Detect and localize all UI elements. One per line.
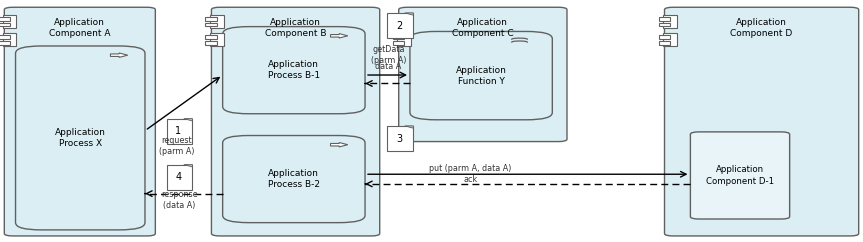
FancyBboxPatch shape — [399, 7, 567, 142]
Bar — [658, 17, 671, 21]
Text: response
(data A): response (data A) — [161, 190, 198, 210]
Text: Application
Component B: Application Component B — [265, 18, 326, 38]
Bar — [0, 23, 10, 26]
Text: ack: ack — [463, 175, 477, 184]
Bar — [0, 17, 10, 21]
Text: put (parm A, data A): put (parm A, data A) — [429, 164, 512, 173]
FancyBboxPatch shape — [665, 7, 859, 236]
Polygon shape — [405, 126, 413, 128]
Bar — [210, 15, 224, 28]
Bar — [397, 15, 411, 28]
Text: Application
Process X: Application Process X — [55, 128, 105, 148]
Bar — [0, 41, 10, 45]
FancyBboxPatch shape — [223, 27, 365, 114]
Text: 2: 2 — [396, 21, 402, 30]
Bar — [3, 33, 16, 46]
FancyBboxPatch shape — [690, 132, 790, 219]
Polygon shape — [110, 53, 128, 57]
Bar — [393, 23, 405, 26]
Bar — [387, 13, 413, 38]
FancyBboxPatch shape — [223, 136, 365, 223]
Bar — [3, 15, 16, 28]
FancyBboxPatch shape — [410, 31, 552, 120]
FancyBboxPatch shape — [211, 7, 380, 236]
Bar — [393, 35, 405, 39]
Text: Application
Process B-1: Application Process B-1 — [268, 60, 320, 80]
Bar — [205, 41, 217, 45]
Polygon shape — [184, 119, 192, 121]
Text: Application
Process B-2: Application Process B-2 — [268, 169, 320, 189]
Text: 1: 1 — [175, 126, 181, 136]
Polygon shape — [331, 143, 348, 147]
Text: 3: 3 — [396, 134, 402, 144]
Bar — [205, 23, 217, 26]
Bar — [397, 33, 411, 46]
Bar — [387, 126, 413, 151]
FancyBboxPatch shape — [4, 7, 155, 236]
Text: request
(parm A): request (parm A) — [159, 136, 195, 156]
Text: Application
Component A: Application Component A — [49, 18, 110, 38]
Bar — [205, 35, 217, 39]
Bar — [205, 17, 217, 21]
Text: data A: data A — [375, 62, 401, 71]
FancyBboxPatch shape — [16, 46, 145, 230]
Bar — [167, 119, 192, 144]
Text: getData
(parm A): getData (parm A) — [370, 45, 406, 65]
Bar — [210, 33, 224, 46]
Text: Application
Component D: Application Component D — [730, 18, 793, 38]
Polygon shape — [405, 13, 413, 15]
Text: Application
Component C: Application Component C — [452, 18, 513, 38]
Bar — [658, 35, 671, 39]
Bar — [663, 15, 677, 28]
Text: 4: 4 — [175, 172, 181, 182]
Polygon shape — [184, 165, 192, 167]
Bar — [663, 33, 677, 46]
Bar — [167, 165, 192, 190]
Text: Application
Function Y: Application Function Y — [456, 66, 507, 86]
Bar — [658, 23, 671, 26]
Polygon shape — [331, 34, 348, 38]
Bar — [393, 17, 405, 21]
Bar — [393, 41, 405, 45]
Text: Application
Component D-1: Application Component D-1 — [706, 165, 774, 186]
Bar — [0, 35, 10, 39]
Bar — [658, 41, 671, 45]
